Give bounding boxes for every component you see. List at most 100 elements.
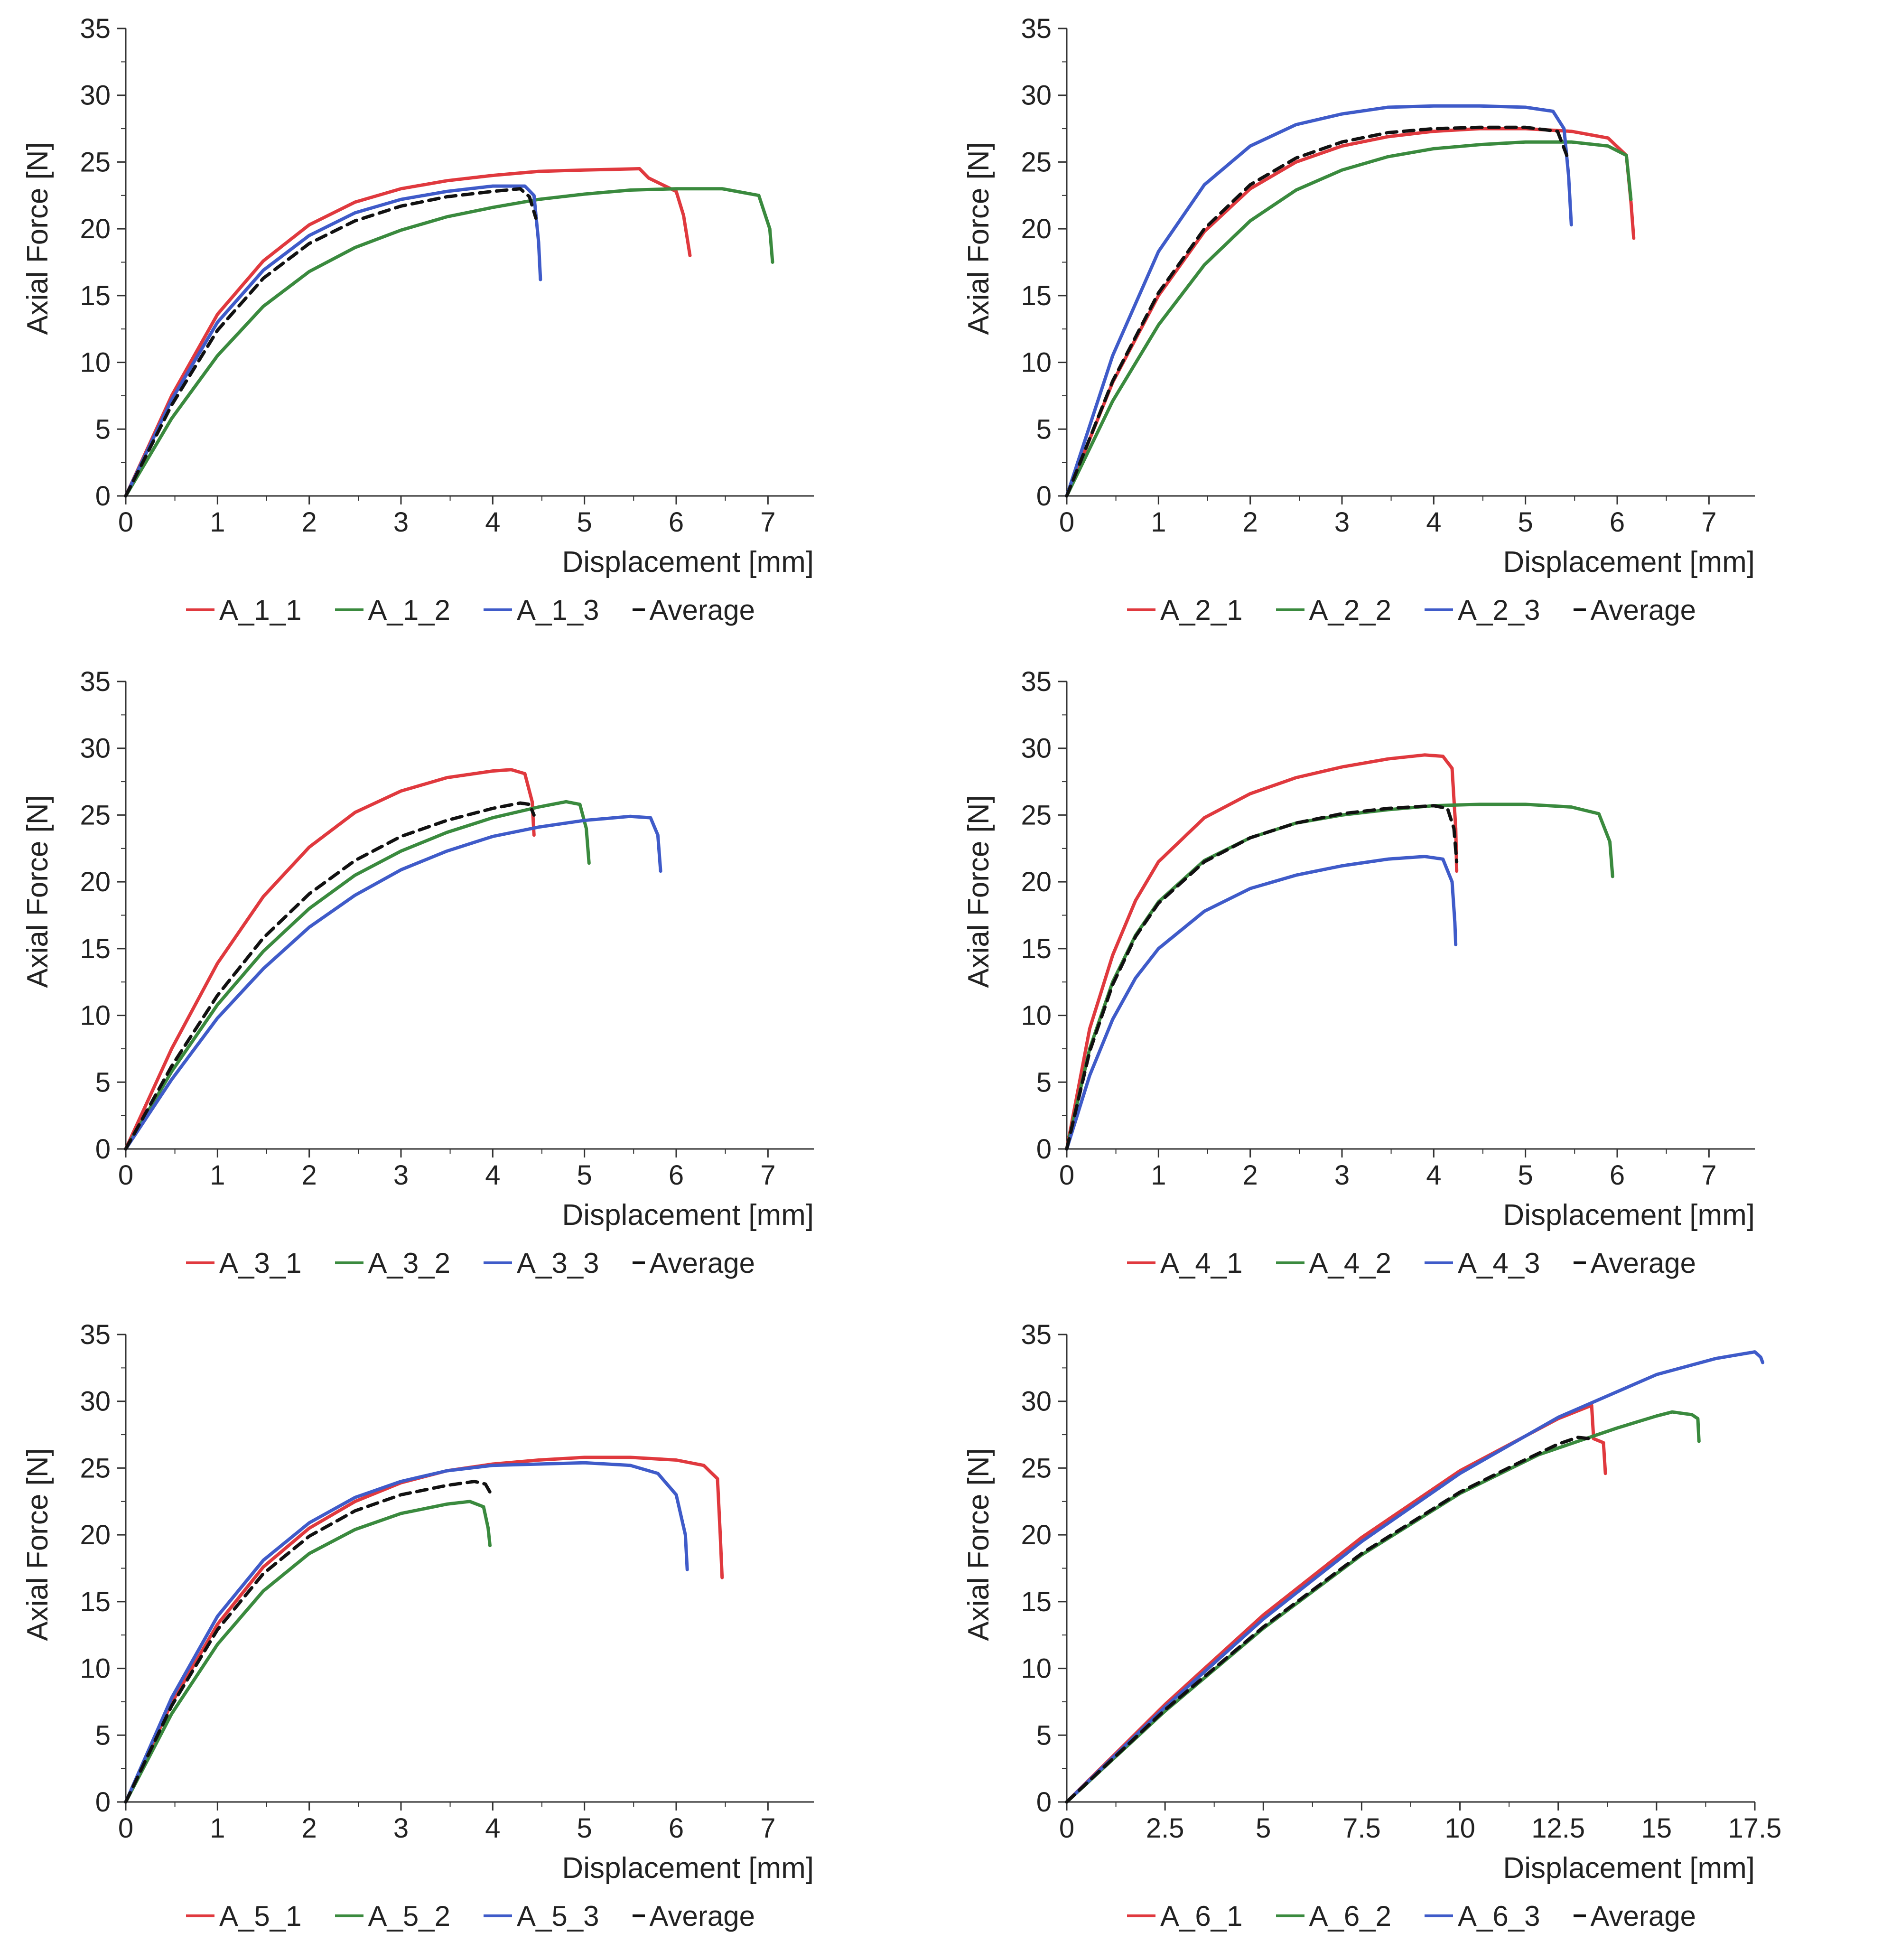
series-line-a-5-2 <box>124 1500 492 1804</box>
legend-item: A_5_1 <box>186 1900 302 1932</box>
x-axis-label: Displacement [mm] <box>1503 1852 1755 1885</box>
y-tick-label: 0 <box>95 481 111 512</box>
legend-item: A_6_3 <box>1425 1900 1540 1932</box>
legend-label: A_1_1 <box>219 594 302 626</box>
legend-item: A_2_3 <box>1425 594 1540 626</box>
series-line-average <box>1065 804 1459 1151</box>
series-line-a-3-1 <box>124 768 536 1151</box>
legend-swatch <box>1276 1261 1304 1264</box>
chart-svg: 0 5 10 15 20 25 30 35 0 1 2 3 4 5 6 7 Displacement [mm] A… <box>21 666 814 1232</box>
legend-label: A_2_2 <box>1309 594 1392 626</box>
x-tick-label: 4 <box>485 507 500 538</box>
series-line-average <box>1065 1436 1592 1804</box>
series-line-a-2-3 <box>1065 104 1573 498</box>
chart-legend: A_1_1 A_1_2 A_1_3 Average <box>0 584 941 636</box>
y-tick-label: 0 <box>95 1134 111 1165</box>
legend-swatch <box>186 1914 215 1917</box>
y-tick-label: 5 <box>95 1067 111 1098</box>
legend-swatch <box>484 1914 512 1917</box>
y-tick-label: 10 <box>1021 1000 1052 1031</box>
y-axis-label: Axial Force [N] <box>962 1448 995 1641</box>
chart-legend: A_3_1 A_3_2 A_3_3 Average <box>0 1237 941 1289</box>
x-tick-label: 5 <box>577 1160 592 1191</box>
y-tick-label: 15 <box>80 280 111 311</box>
series-line-a-5-3 <box>124 1461 689 1804</box>
x-tick-label: 4 <box>485 1160 500 1191</box>
legend-label: Average <box>1590 1900 1696 1932</box>
series-line-a-3-2 <box>124 800 591 1151</box>
x-tick-label: 2 <box>1243 1160 1258 1191</box>
legend-label: A_1_3 <box>517 594 599 626</box>
x-tick-label: 7 <box>760 1813 775 1844</box>
x-tick-label: 17.5 <box>1728 1813 1782 1844</box>
legend-swatch <box>632 1914 645 1917</box>
legend-item: A_5_2 <box>335 1900 451 1932</box>
legend-item: A_6_1 <box>1127 1900 1243 1932</box>
y-tick-label: 15 <box>1021 280 1052 311</box>
legend-label: A_5_2 <box>368 1900 451 1932</box>
chart-svg: 0 5 10 15 20 25 30 35 0 2.5 5 7.5 10 12.5 15 17.5 Displa… <box>962 1319 1782 1885</box>
series-line-a-4-3 <box>1065 855 1458 1151</box>
y-tick-label: 35 <box>1021 1319 1052 1350</box>
y-tick-label: 20 <box>80 867 111 897</box>
legend-swatch <box>1276 1914 1304 1917</box>
x-tick-label: 5 <box>577 1813 592 1844</box>
series-line-average <box>124 801 536 1151</box>
y-tick-label: 10 <box>80 1000 111 1031</box>
x-tick-label: 5 <box>1256 1813 1271 1844</box>
chart-panel: 0 5 10 15 20 25 30 35 0 1 2 3 4 5 6 7 Displacement [mm] A… <box>0 0 941 653</box>
legend-item: A_2_2 <box>1276 594 1392 626</box>
x-tick-label: 3 <box>1334 1160 1350 1191</box>
legend-label: Average <box>649 594 755 626</box>
legend-item: A_3_1 <box>186 1247 302 1279</box>
chart-panel: 0 5 10 15 20 25 30 35 0 1 2 3 4 5 6 7 Displacement [mm] A… <box>941 0 1882 653</box>
x-tick-label: 15 <box>1641 1813 1672 1844</box>
x-axis-label: Displacement [mm] <box>562 546 814 579</box>
series-line-a-6-1 <box>1065 1403 1607 1804</box>
series-line-a-1-2 <box>124 187 774 498</box>
y-tick-label: 15 <box>1021 1587 1052 1617</box>
x-tick-label: 7 <box>1701 1160 1716 1191</box>
legend-swatch <box>1127 1914 1156 1917</box>
chart-panel: 0 5 10 15 20 25 30 35 0 2.5 5 7.5 10 12.5 15 17.5 Displa… <box>941 1306 1882 1959</box>
series-line-a-1-1 <box>124 167 692 498</box>
legend-item: A_4_2 <box>1276 1247 1392 1279</box>
legend-item: A_5_3 <box>484 1900 599 1932</box>
legend-swatch <box>1127 608 1156 611</box>
series-line-a-4-2 <box>1065 803 1614 1151</box>
x-tick-label: 6 <box>669 1813 684 1844</box>
x-tick-label: 1 <box>1151 507 1166 538</box>
legend-item: Average <box>632 1900 755 1932</box>
series-line-average <box>1065 125 1569 498</box>
x-tick-label: 3 <box>1334 507 1350 538</box>
legend-label: A_5_1 <box>219 1900 302 1932</box>
x-axis-label: Displacement [mm] <box>562 1199 814 1232</box>
y-tick-label: 20 <box>1021 1520 1052 1550</box>
legend-label: Average <box>1590 594 1696 626</box>
y-tick-label: 15 <box>80 1587 111 1617</box>
y-tick-label: 30 <box>1021 733 1052 764</box>
chart-legend: A_6_1 A_6_2 A_6_3 Average <box>941 1890 1882 1942</box>
chart-svg: 0 5 10 15 20 25 30 35 0 1 2 3 4 5 6 7 Displacement [mm] A… <box>21 13 814 579</box>
legend-swatch <box>186 1261 215 1264</box>
x-tick-label: 0 <box>118 507 133 538</box>
y-tick-label: 35 <box>80 666 111 697</box>
y-tick-label: 5 <box>95 1720 111 1751</box>
y-tick-label: 10 <box>80 347 111 378</box>
legend-label: A_1_2 <box>368 594 451 626</box>
y-tick-label: 30 <box>80 733 111 764</box>
y-tick-label: 10 <box>1021 1653 1052 1684</box>
y-axis-label: Axial Force [N] <box>21 795 54 988</box>
x-tick-label: 4 <box>485 1813 500 1844</box>
legend-label: A_4_3 <box>1458 1247 1540 1279</box>
y-tick-label: 25 <box>80 800 111 831</box>
y-tick-label: 25 <box>1021 800 1052 831</box>
y-tick-label: 30 <box>1021 80 1052 111</box>
legend-swatch <box>186 608 215 611</box>
legend-label: A_5_3 <box>517 1900 599 1932</box>
x-tick-label: 12.5 <box>1531 1813 1585 1844</box>
legend-label: A_4_2 <box>1309 1247 1392 1279</box>
x-tick-label: 4 <box>1426 507 1441 538</box>
x-tick-label: 7.5 <box>1342 1813 1381 1844</box>
legend-item: Average <box>632 594 755 626</box>
